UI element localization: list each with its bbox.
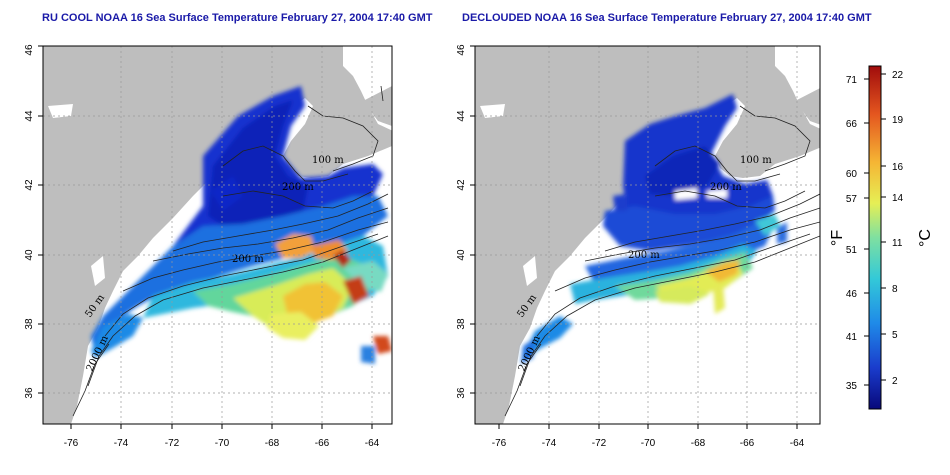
left-y-tick: 36 bbox=[24, 387, 35, 399]
right-y-tick-labels: 36 38 40 42 44 46 bbox=[456, 44, 467, 399]
celsius-tick: 16 bbox=[892, 162, 904, 173]
right-map-panel: 100 m 200 m 200 m 50 m 2000 m bbox=[456, 44, 821, 449]
right-x-tick-labels: -76 -74 -72 -70 -68 -66 -64 bbox=[492, 438, 805, 449]
fahrenheit-tick: 60 bbox=[846, 169, 858, 180]
left-y-tick: 38 bbox=[24, 318, 35, 330]
right-x-tick: -72 bbox=[592, 438, 607, 449]
left-y-tick: 46 bbox=[24, 44, 35, 56]
right-x-tick: -76 bbox=[492, 438, 507, 449]
right-x-tick: -70 bbox=[641, 438, 656, 449]
celsius-tick: 5 bbox=[892, 330, 898, 341]
right-x-tick: -74 bbox=[542, 438, 557, 449]
colorbar-gradient bbox=[868, 65, 882, 410]
left-land-mask bbox=[43, 46, 392, 424]
left-map-panel: 100 m 200 m 200 m 50 m 2000 m bbox=[24, 44, 393, 449]
right-y-tick: 38 bbox=[456, 318, 467, 330]
left-x-tick: -68 bbox=[265, 438, 280, 449]
celsius-tick: 22 bbox=[892, 70, 904, 81]
right-x-tick: -68 bbox=[691, 438, 706, 449]
right-x-tick: -66 bbox=[740, 438, 755, 449]
right-y-tick: 40 bbox=[456, 249, 467, 261]
fahrenheit-tick: 71 bbox=[846, 75, 858, 86]
left-x-tick: -74 bbox=[114, 438, 129, 449]
right-map-title: DECLOUDED NOAA 16 Sea Surface Temperatur… bbox=[462, 12, 872, 24]
celsius-unit-label: °C bbox=[917, 229, 934, 247]
right-y-tick: 42 bbox=[456, 179, 467, 191]
left-x-tick-labels: -76 -74 -72 -70 -68 -66 -64 bbox=[64, 438, 380, 449]
right-bathymetry-contours bbox=[504, 105, 820, 417]
celsius-tick: 19 bbox=[892, 115, 904, 126]
celsius-tick: 2 bbox=[892, 376, 898, 387]
celsius-tick: 8 bbox=[892, 284, 898, 295]
right-contour-label-100m: 100 m bbox=[740, 155, 772, 166]
fahrenheit-tick: 66 bbox=[846, 119, 858, 130]
right-y-tick: 36 bbox=[456, 387, 467, 399]
fahrenheit-unit-label: °F bbox=[829, 230, 846, 246]
fahrenheit-tick: 41 bbox=[846, 332, 858, 343]
right-contour-label-400m: 200 m bbox=[710, 182, 742, 193]
right-x-tick: -64 bbox=[790, 438, 805, 449]
right-contour-label-200m: 200 m bbox=[628, 250, 660, 261]
colorbar-ticks bbox=[864, 73, 886, 386]
celsius-tick-labels: 22 19 16 14 11 8 5 2 bbox=[892, 70, 904, 387]
left-map-title: RU COOL NOAA 16 Sea Surface Temperature … bbox=[42, 12, 433, 24]
fahrenheit-tick: 46 bbox=[846, 289, 858, 300]
left-map-frame bbox=[42, 45, 393, 425]
left-x-tick: -64 bbox=[365, 438, 380, 449]
left-contour-label-100m: 100 m bbox=[312, 155, 344, 166]
fahrenheit-tick: 57 bbox=[846, 194, 858, 205]
right-y-tick: 44 bbox=[456, 110, 467, 122]
left-y-tick: 44 bbox=[24, 110, 35, 122]
right-axis-ticks bbox=[470, 45, 798, 429]
left-y-tick: 42 bbox=[24, 179, 35, 191]
right-grid bbox=[475, 46, 820, 424]
left-x-tick: -72 bbox=[165, 438, 180, 449]
left-x-tick: -76 bbox=[64, 438, 79, 449]
fahrenheit-tick: 35 bbox=[846, 381, 858, 392]
fahrenheit-tick: 51 bbox=[846, 245, 858, 256]
left-grid bbox=[43, 46, 392, 424]
left-x-tick: -66 bbox=[315, 438, 330, 449]
left-y-tick: 40 bbox=[24, 249, 35, 261]
right-y-tick: 46 bbox=[456, 44, 467, 56]
left-axis-ticks bbox=[38, 45, 373, 429]
left-x-tick: -70 bbox=[215, 438, 230, 449]
left-contour-label-400m: 200 m bbox=[282, 182, 314, 193]
fahrenheit-tick-labels: 71 66 60 57 51 46 41 35 bbox=[846, 75, 858, 392]
celsius-tick: 14 bbox=[892, 193, 904, 204]
left-contour-label-200m: 200 m bbox=[232, 254, 264, 265]
celsius-tick: 11 bbox=[892, 238, 903, 249]
temperature-colorbar: 71 66 60 57 51 46 41 35 22 19 16 14 11 8… bbox=[829, 65, 934, 410]
right-land-mask bbox=[475, 46, 820, 424]
left-y-tick-labels: 36 38 40 42 44 46 bbox=[24, 44, 35, 399]
left-bathymetry-contours bbox=[72, 85, 389, 417]
